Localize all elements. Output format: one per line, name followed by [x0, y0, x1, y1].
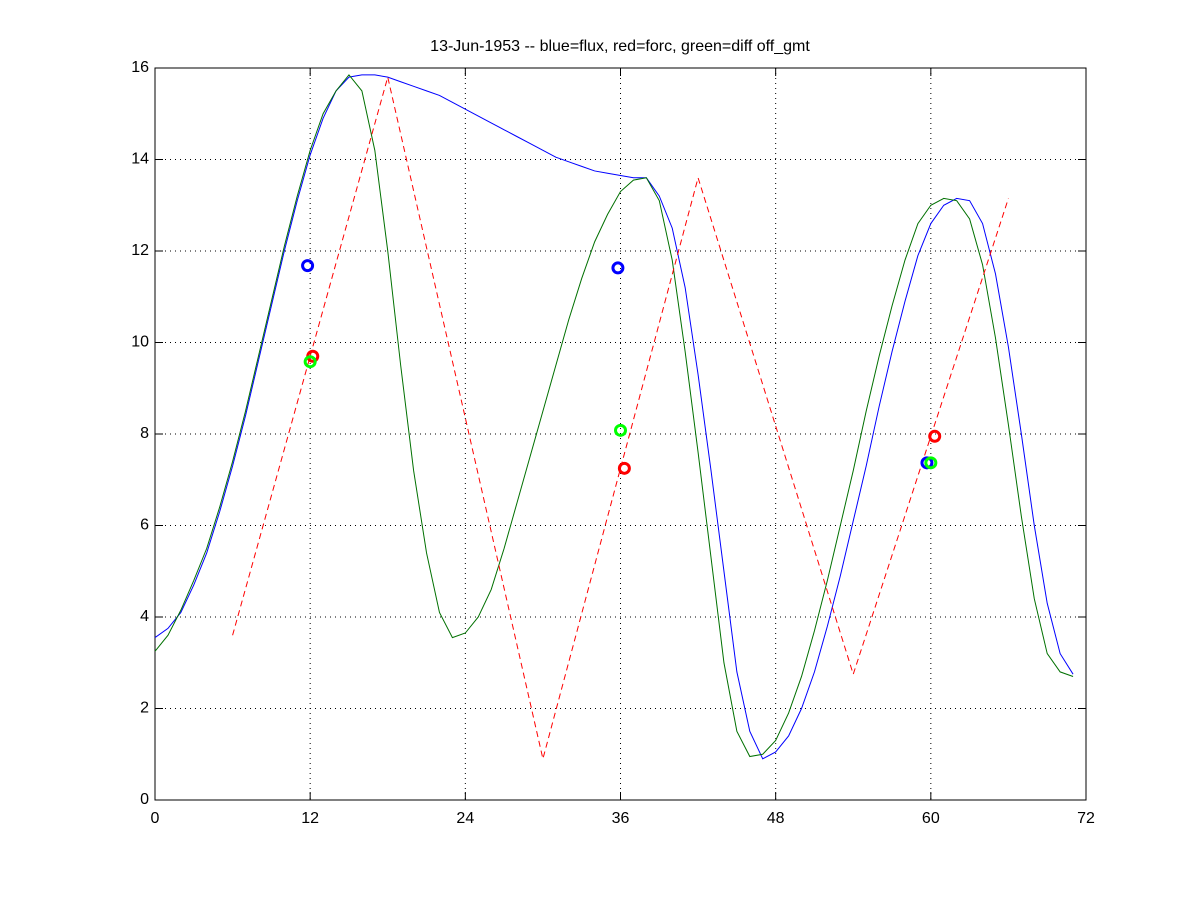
marker: [611, 261, 625, 275]
marker: [614, 423, 627, 437]
series-line: [232, 77, 1009, 759]
chart-title: 13-Jun-1953 -- blue=flux, red=forc, gree…: [430, 38, 810, 55]
y-tick-label: 4: [140, 608, 149, 625]
x-tick-label: 0: [151, 810, 160, 827]
marker: [928, 429, 942, 443]
x-tick-label: 36: [612, 810, 630, 827]
y-tick-label: 10: [131, 334, 149, 351]
marker: [303, 355, 317, 369]
y-tick-label: 14: [131, 151, 149, 168]
series-line: [154, 74, 1074, 758]
marker: [617, 461, 631, 475]
x-tick-label: 24: [456, 810, 474, 827]
x-tick-label: 60: [922, 810, 940, 827]
y-tick-label: 12: [131, 242, 149, 259]
plot-frame: [154, 67, 1087, 801]
y-tick-label: 0: [140, 791, 149, 808]
x-tick-label: 12: [301, 810, 319, 827]
x-tick-label: 72: [1077, 810, 1095, 827]
y-tick-label: 2: [140, 700, 149, 717]
series-line: [154, 74, 1074, 760]
y-tick-label: 8: [140, 425, 149, 442]
marker: [301, 259, 315, 273]
y-tick-label: 16: [131, 59, 149, 76]
y-tick-label: 6: [140, 517, 149, 534]
marker: [924, 456, 938, 470]
x-tick-label: 48: [767, 810, 785, 827]
